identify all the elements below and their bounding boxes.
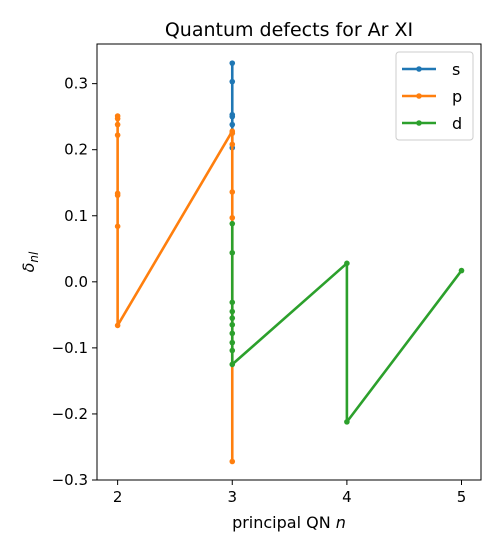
- series-line-p: [116, 116, 234, 462]
- data-point-d: [229, 330, 236, 337]
- data-point-p: [114, 192, 121, 199]
- legend-item-s: s: [402, 60, 460, 79]
- plot-frame: [96, 43, 482, 481]
- legend-item-d: d: [402, 114, 462, 133]
- series-p: [114, 113, 236, 465]
- data-point-p: [229, 214, 236, 221]
- data-point-s: [229, 121, 236, 128]
- data-point-p: [114, 115, 121, 122]
- x-axis-label-text: principal QN: [232, 513, 331, 532]
- data-point-p: [229, 458, 236, 465]
- data-point-p: [229, 130, 236, 136]
- y-axis: −0.3 −0.2 −0.1 0.0 0.1 0.2 0.3: [52, 75, 97, 489]
- y-tick-label: −0.1: [52, 339, 88, 357]
- legend-items: spd: [402, 60, 462, 133]
- y-tick-label: 0.0: [64, 273, 88, 291]
- y-tick-label: −0.2: [52, 405, 88, 423]
- series-d: [229, 220, 465, 425]
- legend-marker-p: [416, 93, 422, 99]
- data-point-s: [229, 113, 236, 120]
- x-tick-label: 4: [342, 488, 352, 506]
- y-tick-label: 0.2: [64, 141, 88, 159]
- x-tick-label: 2: [113, 488, 123, 506]
- legend-item-p: p: [402, 87, 462, 106]
- data-point-p: [114, 121, 121, 128]
- data-point-p: [114, 322, 121, 329]
- data-point-p: [229, 141, 236, 148]
- legend-marker-d: [416, 120, 422, 126]
- data-point-d: [229, 315, 236, 321]
- legend-label-s: s: [452, 60, 460, 79]
- y-axis-label-subscript: nl: [27, 251, 41, 263]
- data-point-p: [229, 189, 236, 195]
- y-axis-label: δnl: [19, 251, 41, 272]
- legend-label-d: d: [452, 114, 462, 133]
- legend-label-p: p: [452, 87, 462, 106]
- data-point-p: [114, 223, 121, 230]
- y-axis-label-symbol: δ: [19, 262, 38, 272]
- data-point-d: [229, 249, 236, 256]
- data-point-d: [229, 299, 236, 306]
- legend: spd: [395, 51, 474, 141]
- x-axis-label: principal QN n: [232, 513, 346, 532]
- data-point-d: [344, 260, 350, 267]
- data-point-p: [114, 132, 121, 138]
- chart-title: Quantum defects for Ar XI: [165, 19, 413, 41]
- data-point-d: [229, 321, 236, 328]
- legend-marker-s: [416, 66, 422, 72]
- y-tick-label: 0.1: [64, 207, 88, 225]
- data-point-d: [229, 339, 236, 346]
- data-point-d: [229, 220, 236, 227]
- x-axis-label-variable: n: [336, 513, 346, 532]
- series-line-d: [230, 223, 463, 424]
- data-point-s: [229, 60, 236, 66]
- x-tick-label: 5: [457, 488, 467, 506]
- plot-marks: [114, 60, 465, 465]
- data-point-d: [229, 361, 236, 368]
- y-tick-label: 0.3: [64, 75, 88, 93]
- data-point-d: [229, 308, 236, 315]
- y-tick-label: −0.3: [52, 471, 88, 489]
- x-axis: 2 3 4 5: [113, 480, 466, 506]
- data-point-d: [344, 419, 350, 425]
- x-tick-label: 3: [227, 488, 237, 506]
- data-point-s: [229, 78, 236, 85]
- data-point-d: [458, 267, 465, 274]
- data-point-d: [229, 347, 236, 354]
